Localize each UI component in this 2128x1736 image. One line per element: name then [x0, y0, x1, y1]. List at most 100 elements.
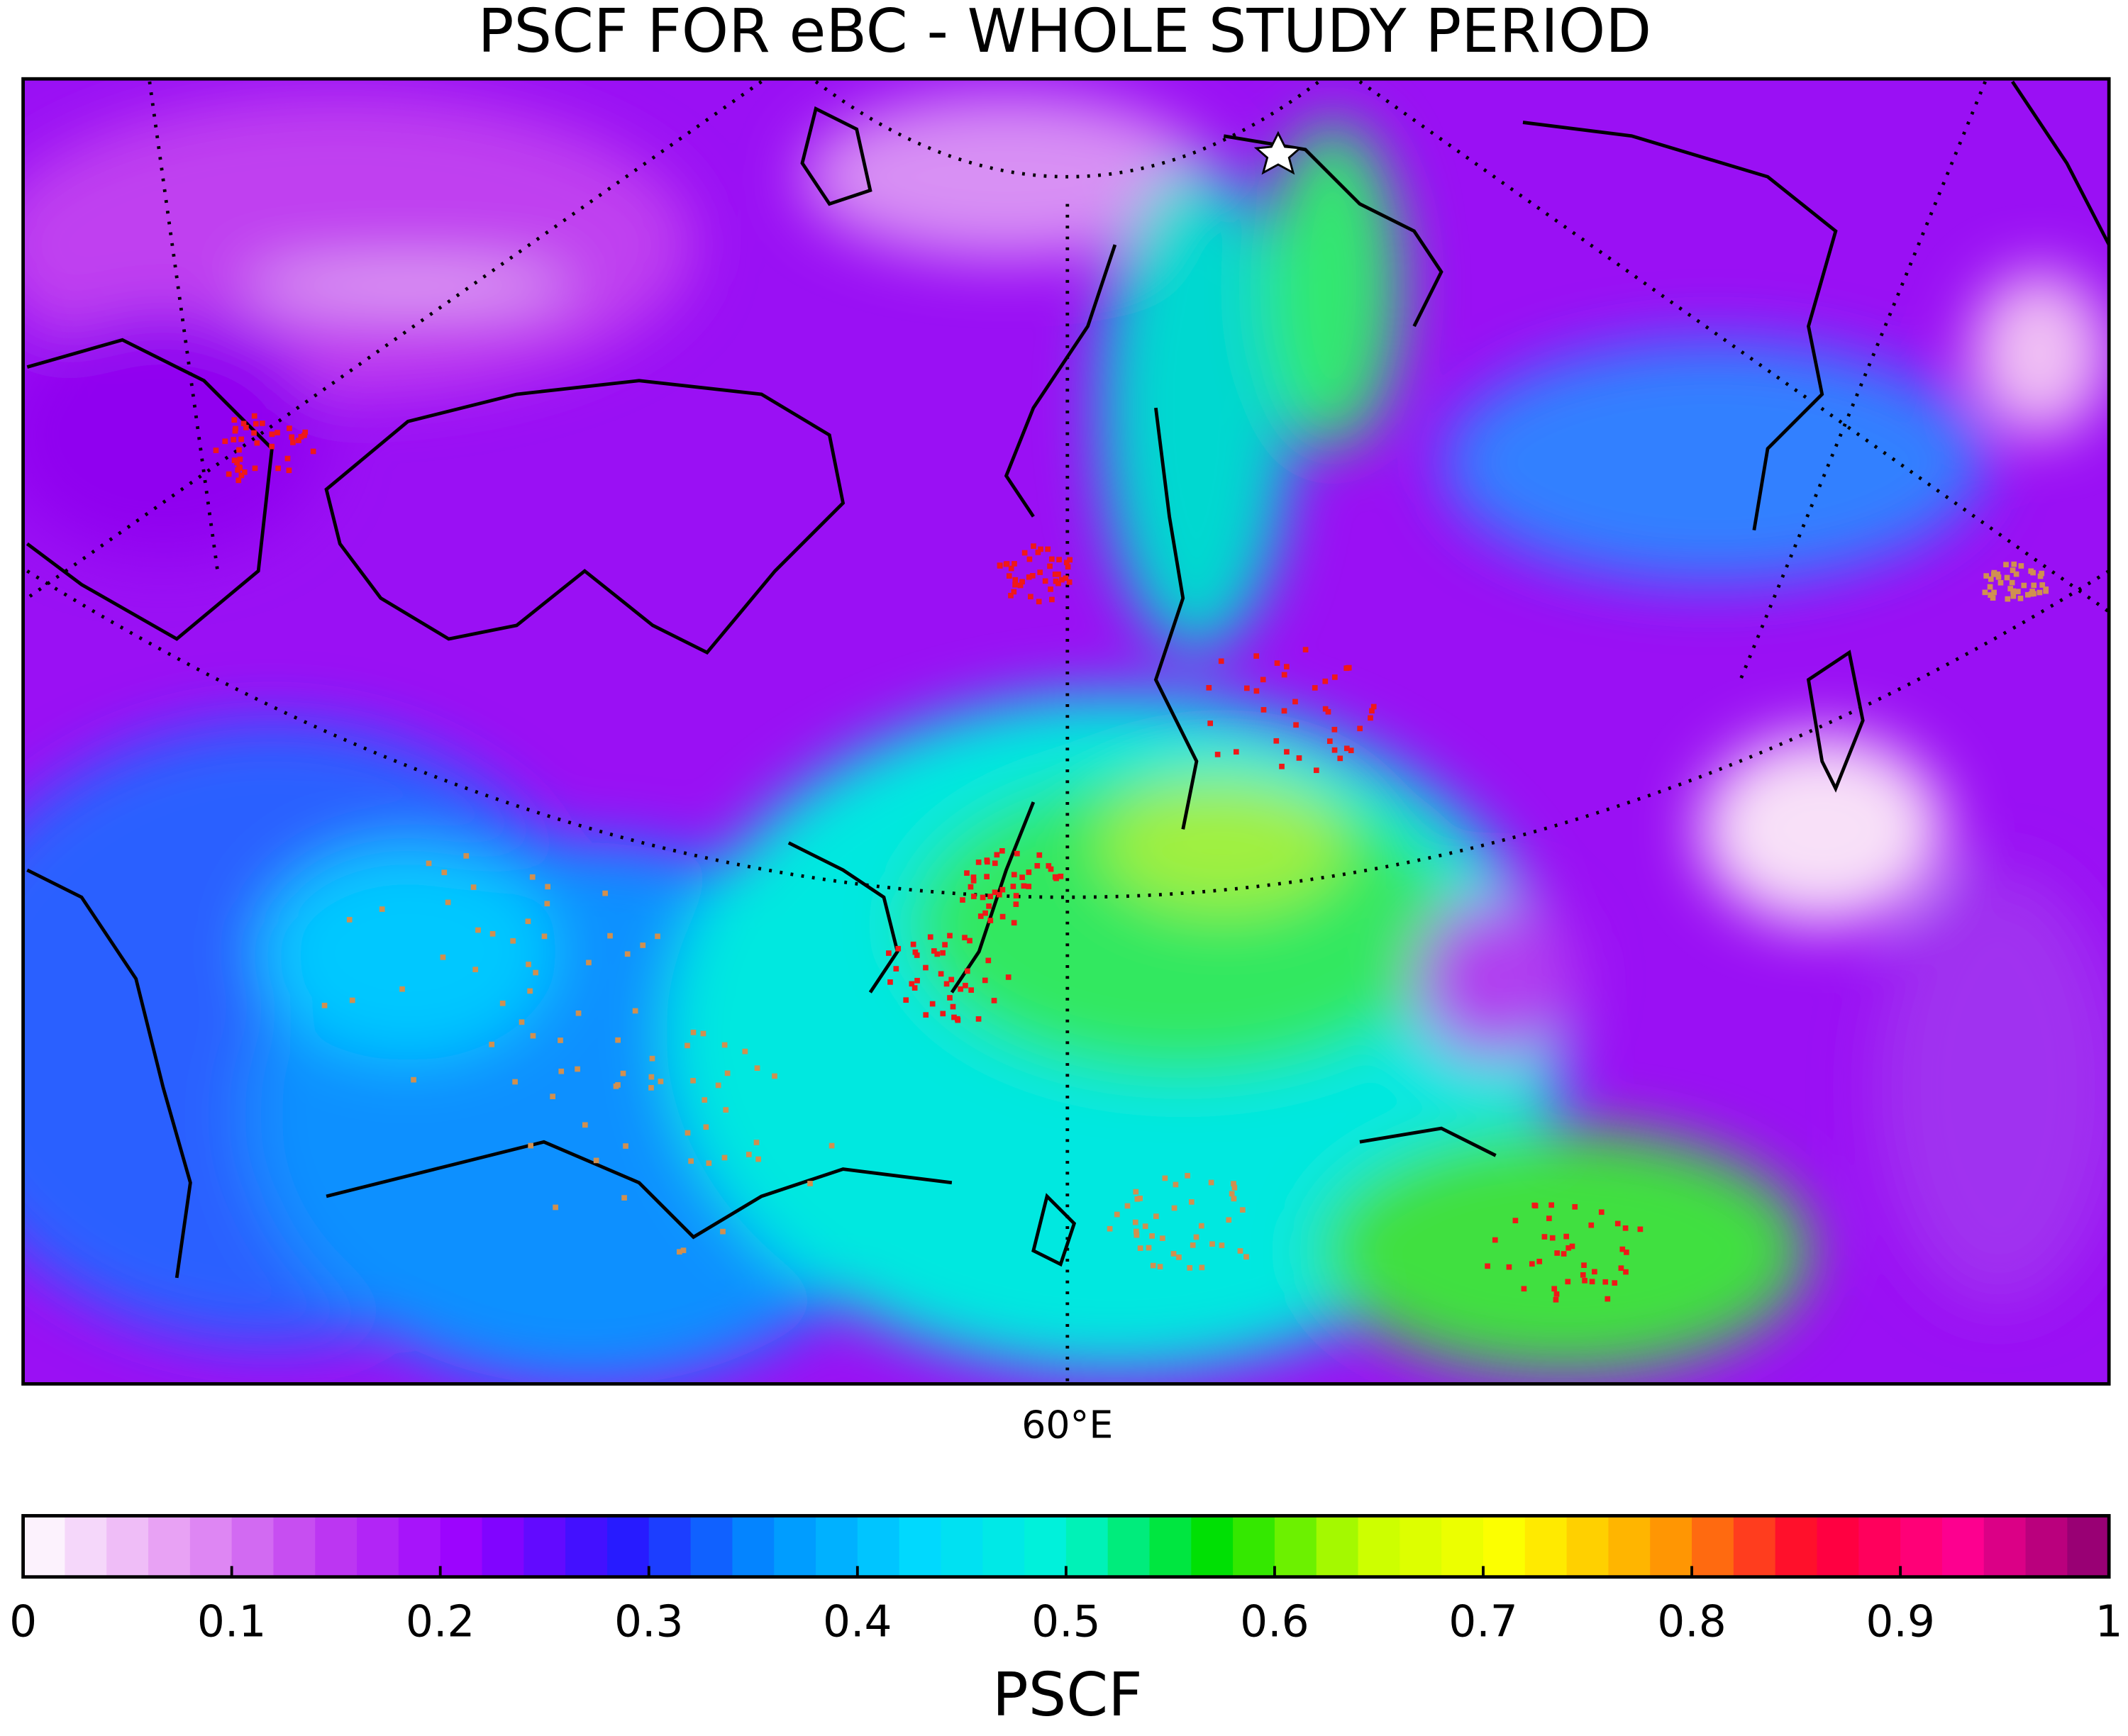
fire-point [1612, 1280, 1618, 1286]
fire-point [226, 471, 232, 477]
fire-point [1134, 1228, 1139, 1235]
fire-point [658, 1079, 664, 1084]
fire-point [1028, 594, 1033, 600]
fire-point [463, 853, 470, 859]
colorbar: 0 0.1 0.2 0.3 0.4 0.5 0.6 0.7 0.8 0.9 1 [9, 1514, 2123, 1647]
colorbar-cell [315, 1515, 358, 1577]
fire-point [1281, 708, 1287, 714]
colorbar-cell [1692, 1515, 1734, 1577]
fire-point [1190, 1242, 1196, 1248]
fire-point [1029, 573, 1036, 579]
fire-point [997, 563, 1003, 569]
colorbar-cell [606, 1515, 650, 1577]
colorbar-cell [65, 1515, 108, 1577]
fire-point [1026, 869, 1032, 875]
fire-point [1273, 738, 1280, 744]
fire-point [470, 884, 477, 890]
fire-point [231, 417, 238, 423]
fire-point [1995, 574, 2002, 580]
fire-point [1026, 884, 1032, 889]
fire-point [512, 1079, 518, 1085]
fire-point [1990, 595, 1996, 601]
fire-point [887, 979, 893, 985]
fire-point [964, 968, 970, 974]
fire-point [1322, 678, 1329, 684]
fire-point [1142, 1223, 1148, 1230]
fire-point [289, 434, 295, 440]
fire-point [284, 455, 291, 462]
colorbar-tick-label: 0 [9, 1596, 37, 1647]
fire-point [968, 884, 974, 890]
fire-point [1045, 546, 1051, 552]
fire-point [655, 933, 660, 940]
colorbar-label: PSCF [992, 1660, 1143, 1730]
fire-point [1581, 1262, 1587, 1268]
fire-point [954, 1016, 960, 1022]
colorbar-cell [23, 1515, 66, 1577]
fire-point [2024, 591, 2031, 598]
fire-point [1013, 893, 1019, 898]
fire-point [1529, 1261, 1535, 1267]
colorbar-cell [648, 1515, 692, 1577]
fire-point [1066, 579, 1073, 585]
fire-point [910, 941, 916, 947]
fire-point [1031, 543, 1036, 549]
fire-point [525, 918, 531, 925]
fire-point [971, 894, 977, 899]
fire-point [754, 1065, 760, 1072]
fire-point [1233, 749, 1239, 755]
fire-point [962, 935, 968, 940]
fire-point [526, 962, 531, 967]
fire-point [1506, 1264, 1512, 1270]
fire-point [1133, 1189, 1139, 1195]
fire-point [685, 1042, 690, 1049]
fire-point [2039, 582, 2046, 588]
fire-point [950, 1003, 956, 1010]
fire-point [1553, 1291, 1560, 1297]
colorbar-cell [1400, 1515, 1443, 1577]
colorbar-cell [2025, 1515, 2068, 1577]
fire-point [1293, 722, 1299, 728]
fire-point [1561, 1251, 1567, 1257]
fire-point [1260, 677, 1266, 683]
fire-point [1134, 1232, 1140, 1238]
meridian-label: 60°E [1021, 1402, 1113, 1447]
fire-point [1026, 556, 1033, 562]
fire-point [1548, 1202, 1555, 1208]
colorbar-cell [732, 1515, 775, 1577]
fire-point [1004, 561, 1010, 567]
colorbar-cell [1191, 1515, 1234, 1577]
fire-point [987, 894, 993, 899]
fire-point [440, 955, 446, 960]
fire-point [275, 430, 280, 435]
colorbar-cell [148, 1515, 191, 1577]
fire-point [967, 937, 972, 944]
fire-point [550, 1094, 555, 1100]
fire-point [1188, 1199, 1195, 1205]
colorbar-cell [941, 1515, 984, 1577]
fire-point [690, 1030, 697, 1035]
fire-point [1580, 1272, 1586, 1278]
fire-point [893, 966, 899, 972]
fire-point [1624, 1250, 1629, 1255]
fire-point [685, 1130, 691, 1136]
fire-point [1055, 571, 1061, 577]
fire-point [1006, 573, 1012, 579]
colorbar-cell [231, 1515, 275, 1577]
fire-point [970, 878, 977, 884]
fire-point [545, 884, 551, 890]
fire-point [1008, 565, 1014, 572]
colorbar-tick-label: 0.7 [1448, 1596, 1518, 1647]
fire-point [829, 1142, 835, 1149]
fire-point [982, 910, 988, 916]
fire-point [1521, 1286, 1527, 1292]
fire-point [947, 933, 953, 939]
fire-point [2011, 561, 2017, 567]
fire-point [706, 1160, 712, 1167]
fire-point [648, 1085, 654, 1091]
fire-point [1011, 872, 1017, 878]
fire-point [1602, 1279, 1609, 1285]
fire-point [1193, 1234, 1199, 1240]
fire-point [923, 1012, 929, 1018]
fire-point [929, 1001, 936, 1007]
